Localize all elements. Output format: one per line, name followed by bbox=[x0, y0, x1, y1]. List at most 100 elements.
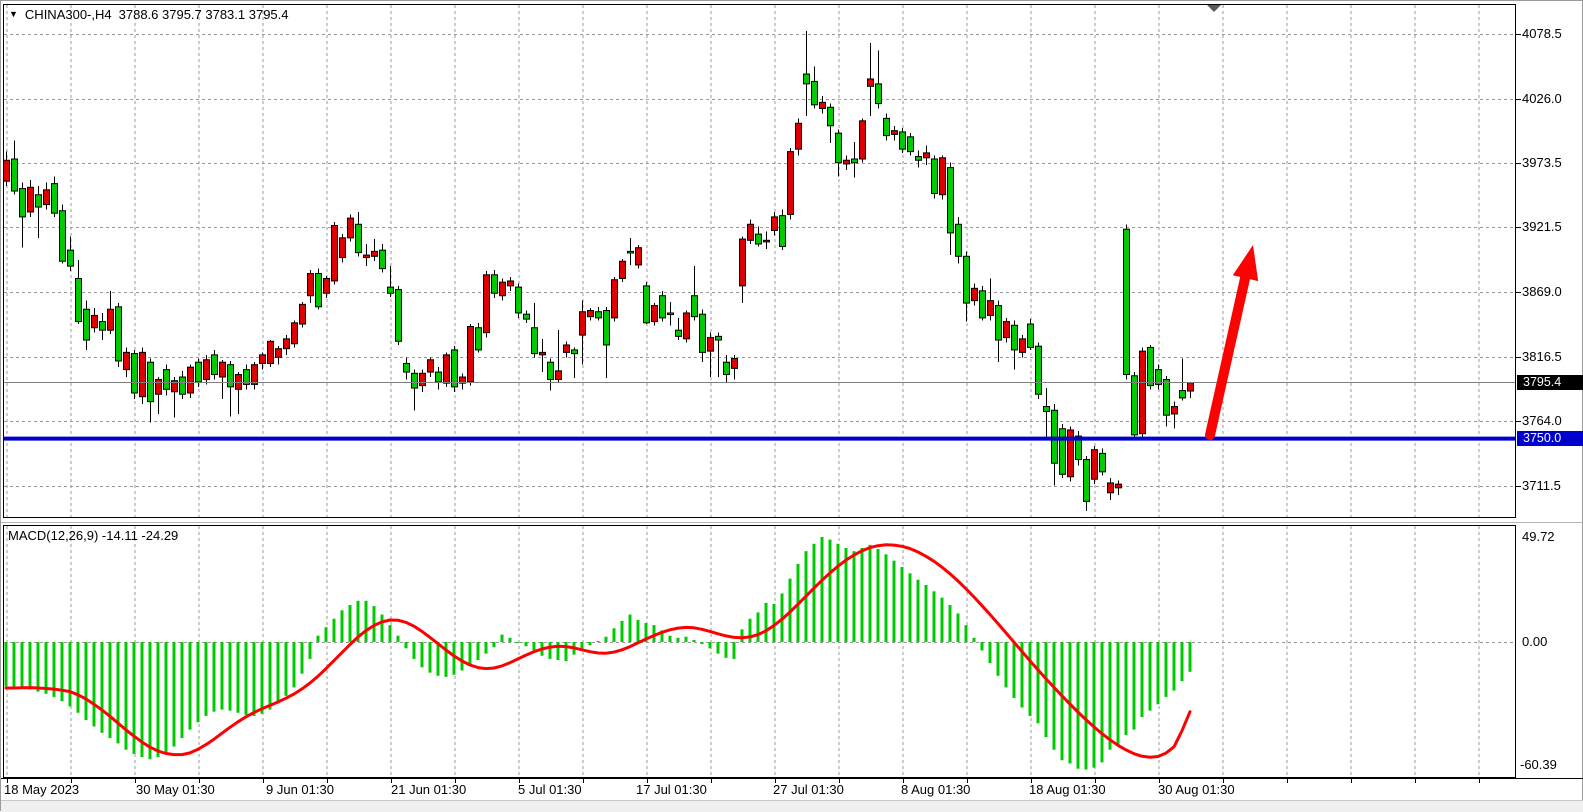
macd-axis-min: -60.39 bbox=[1520, 757, 1557, 772]
macd-histogram-bar bbox=[940, 597, 944, 642]
candle-body bbox=[1091, 449, 1098, 480]
macd-histogram-bar bbox=[844, 548, 848, 642]
price-axis-label: 3921.5 bbox=[1522, 219, 1562, 235]
macd-histogram-bar bbox=[108, 642, 112, 739]
candle-body bbox=[747, 223, 754, 241]
macd-histogram-bar bbox=[740, 629, 744, 642]
candle-body bbox=[83, 308, 90, 341]
candle-body bbox=[555, 370, 562, 380]
macd-panel-border bbox=[3, 525, 1516, 778]
candle-body bbox=[1187, 382, 1194, 392]
macd-histogram-bar bbox=[212, 642, 216, 712]
macd-histogram-bar bbox=[836, 543, 840, 642]
candle-body bbox=[651, 305, 658, 323]
trend-arrow-head bbox=[1232, 245, 1259, 282]
candle-body bbox=[1083, 459, 1090, 502]
macd-histogram-bar bbox=[1012, 642, 1016, 698]
macd-histogram-bar bbox=[292, 642, 296, 688]
macd-histogram-bar bbox=[1124, 642, 1128, 735]
macd-histogram-bar bbox=[484, 642, 488, 654]
candle-body bbox=[27, 186, 34, 213]
candle-body bbox=[587, 309, 594, 318]
candle-body bbox=[507, 280, 514, 287]
macd-histogram-bar bbox=[388, 625, 392, 642]
symbol-dropdown-icon[interactable]: ▼ bbox=[9, 9, 18, 19]
candle-body bbox=[1067, 429, 1074, 478]
macd-histogram-bar bbox=[476, 642, 480, 660]
time-axis-label: 18 Aug 01:30 bbox=[1029, 782, 1106, 797]
candle-body bbox=[603, 309, 610, 346]
candle-body bbox=[699, 313, 706, 353]
macd-histogram-bar bbox=[980, 642, 984, 651]
candle-body bbox=[355, 223, 362, 254]
candle-body bbox=[363, 254, 370, 259]
macd-histogram-bar bbox=[1164, 642, 1168, 697]
time-axis-label: 27 Jul 01:30 bbox=[773, 782, 844, 797]
candle-body bbox=[123, 351, 130, 371]
candle-body bbox=[875, 83, 882, 105]
candle-body bbox=[1115, 483, 1122, 489]
macd-histogram-bar bbox=[508, 637, 512, 642]
candle-body bbox=[347, 217, 354, 239]
candle-body bbox=[307, 273, 314, 297]
candle-body bbox=[499, 281, 506, 297]
macd-histogram-bar bbox=[276, 642, 280, 704]
time-axis-label: 18 May 2023 bbox=[4, 782, 80, 797]
macd-histogram-bar bbox=[460, 642, 464, 671]
macd-histogram-bar bbox=[140, 642, 144, 758]
macd-histogram-bar bbox=[1188, 642, 1192, 672]
candle-body bbox=[739, 238, 746, 287]
macd-histogram-bar bbox=[332, 618, 336, 642]
candle-body bbox=[291, 322, 298, 345]
macd-histogram-bar bbox=[1148, 642, 1152, 711]
candle-body bbox=[915, 156, 922, 161]
macd-histogram-bar bbox=[604, 636, 608, 642]
price-axis[interactable] bbox=[1516, 4, 1583, 778]
candle-body bbox=[795, 122, 802, 150]
candle-body bbox=[491, 274, 498, 294]
macd-histogram-bar bbox=[1156, 642, 1160, 705]
candle-body bbox=[819, 101, 826, 110]
macd-axis-max: 49.72 bbox=[1522, 529, 1555, 544]
candle-body bbox=[411, 372, 418, 389]
candle-body bbox=[427, 359, 434, 373]
candles-layer bbox=[4, 30, 1194, 512]
time-axis-label: 30 Aug 01:30 bbox=[1158, 782, 1235, 797]
macd-histogram-bar bbox=[1004, 642, 1008, 688]
macd-histogram-bar bbox=[260, 642, 264, 714]
candle-body bbox=[267, 340, 274, 364]
candle-body bbox=[67, 249, 74, 267]
candle-body bbox=[299, 303, 306, 325]
candle-body bbox=[331, 225, 338, 282]
candle-body bbox=[1003, 321, 1010, 339]
macd-histogram-bar bbox=[188, 642, 192, 730]
candle-body bbox=[131, 353, 138, 394]
axis-ticks bbox=[7, 34, 1521, 783]
chart-shift-marker[interactable] bbox=[1207, 5, 1221, 12]
macd-histogram-bar bbox=[732, 642, 736, 659]
candle-body bbox=[91, 314, 98, 329]
time-axis[interactable] bbox=[1, 778, 1583, 800]
macd-histogram-bar bbox=[828, 539, 832, 642]
macd-histogram-bar bbox=[220, 642, 224, 710]
candle-body bbox=[219, 361, 226, 378]
macd-histogram-bar bbox=[404, 642, 408, 649]
candle-body bbox=[523, 313, 530, 320]
candle-body bbox=[179, 376, 186, 395]
candle-body bbox=[971, 287, 978, 302]
macd-histogram-bar bbox=[644, 622, 648, 642]
candle-body bbox=[803, 73, 810, 85]
candle-body bbox=[371, 250, 378, 257]
candle-body bbox=[419, 372, 426, 387]
macd-histogram-bar bbox=[900, 567, 904, 642]
candle-body bbox=[35, 194, 42, 208]
candle-body bbox=[187, 366, 194, 394]
candle-body bbox=[547, 361, 554, 380]
candle-body bbox=[531, 327, 538, 355]
macd-histogram-bar bbox=[964, 625, 968, 642]
candle-body bbox=[691, 295, 698, 318]
candle-body bbox=[139, 351, 146, 398]
candle-body bbox=[835, 132, 842, 164]
candle-body bbox=[171, 380, 178, 393]
